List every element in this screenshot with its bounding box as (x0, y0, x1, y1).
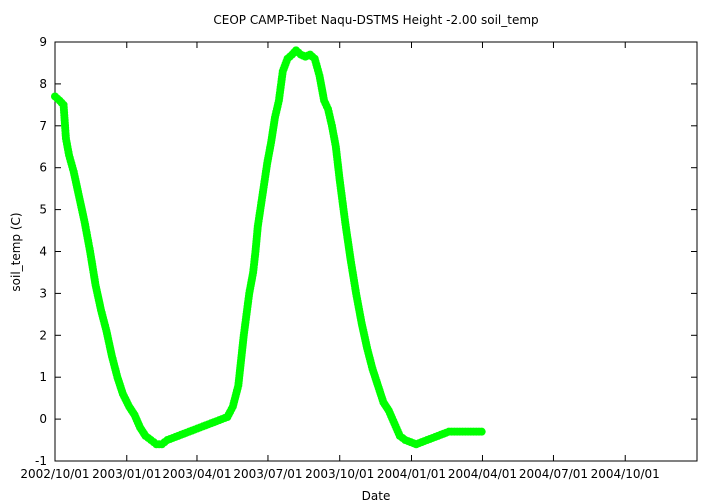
x-tick-label: 2003/01/01 (92, 467, 161, 481)
y-tick-label: 5 (39, 203, 47, 217)
plot-area (54, 41, 698, 462)
x-tick-label: 2003/10/01 (305, 467, 374, 481)
x-tick-label: 2004/04/01 (448, 467, 517, 481)
x-axis: 2002/10/01 2003/01/01 2003/04/01 2003/07/01… (20, 42, 660, 481)
data-point-fill (474, 427, 483, 436)
y-tick-label: -1 (35, 454, 47, 468)
y-tick-label: 2 (39, 328, 47, 342)
x-tick-label: 2004/07/01 (519, 467, 588, 481)
x-tick-label: 2003/04/01 (162, 467, 231, 481)
y-tick-label: 8 (39, 77, 47, 91)
x-axis-label: Date (362, 489, 391, 503)
y-tick-label: 4 (39, 245, 47, 259)
x-tick-label: 2004/01/01 (377, 467, 446, 481)
y-tick-label: 1 (39, 370, 47, 384)
x-tick-label: 2003/07/01 (233, 467, 302, 481)
y-tick-label: 0 (39, 412, 47, 426)
y-axis-label: soil_temp (C) (9, 212, 23, 291)
y-tick-label: 9 (39, 35, 47, 49)
chart-title: CEOP CAMP-Tibet Naqu-DSTMS Height -2.00 … (213, 13, 538, 27)
y-tick-label: 6 (39, 161, 47, 175)
y-tick-label: 7 (39, 119, 47, 133)
y-tick-label: 3 (39, 286, 47, 300)
data-series (51, 46, 486, 449)
x-tick-label: 2004/10/01 (591, 467, 660, 481)
x-tick-label: 2002/10/01 (20, 467, 89, 481)
data-point-fill (144, 433, 153, 442)
y-axis: -1 0 1 2 3 4 5 6 7 8 9 (35, 35, 697, 468)
